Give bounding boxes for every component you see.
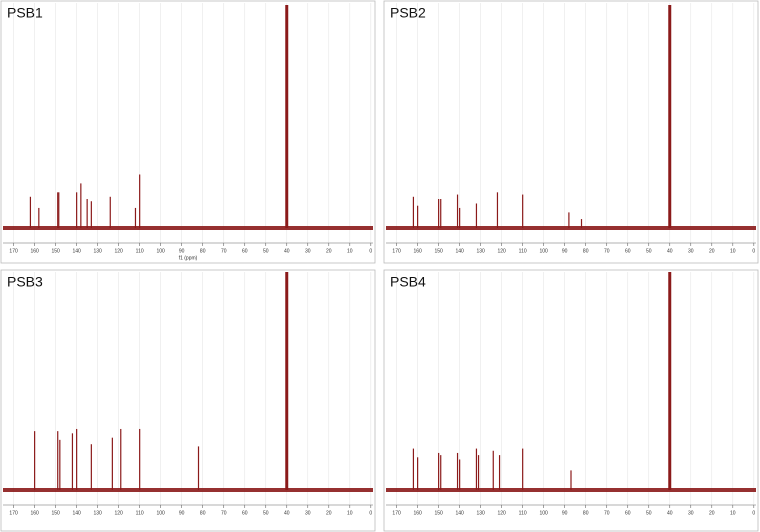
- x-tick-label: 40: [667, 248, 673, 254]
- x-tick-label: 90: [179, 248, 185, 254]
- x-tick-label: 80: [583, 248, 589, 254]
- x-tick-label: 140: [455, 248, 464, 254]
- x-tick-label: 20: [709, 510, 715, 516]
- x-tick-label: 10: [730, 248, 736, 254]
- x-tick-label: 20: [326, 248, 332, 254]
- panel-title: PSB4: [390, 274, 426, 290]
- x-tick-label: 100: [540, 510, 549, 516]
- x-tick-label: 130: [93, 510, 102, 516]
- x-tick-label: 30: [688, 248, 694, 254]
- x-tick-label: 60: [625, 248, 631, 254]
- x-tick-label: 10: [347, 248, 353, 254]
- baseline-noise: [3, 226, 373, 230]
- x-tick-label: 100: [157, 248, 166, 254]
- x-tick-label: 150: [434, 510, 443, 516]
- x-tick-label: 0: [752, 510, 755, 516]
- x-tick-label: 170: [392, 510, 401, 516]
- x-tick-label: 140: [72, 248, 81, 254]
- x-tick-label: 30: [305, 510, 311, 516]
- x-tick-label: 170: [9, 510, 18, 516]
- x-tick-label: 0: [369, 510, 372, 516]
- x-tick-label: 0: [369, 248, 372, 254]
- x-tick-label: 20: [326, 510, 332, 516]
- x-tick-label: 130: [476, 248, 485, 254]
- x-tick-label: 30: [688, 510, 694, 516]
- x-tick-label: 160: [413, 510, 422, 516]
- baseline-noise: [3, 488, 373, 492]
- x-tick-label: 40: [667, 510, 673, 516]
- x-tick-label: 120: [114, 248, 123, 254]
- x-tick-label: 40: [284, 248, 290, 254]
- panel-frame: [383, 0, 759, 264]
- panel-title: PSB2: [390, 5, 426, 21]
- x-tick-label: 60: [242, 248, 248, 254]
- x-axis-label: f1 (ppm): [179, 255, 198, 261]
- x-tick-label: 80: [200, 510, 206, 516]
- x-tick-label: 150: [51, 510, 60, 516]
- panel-frame: [0, 0, 376, 264]
- x-tick-label: 70: [221, 510, 227, 516]
- x-tick-label: 100: [540, 248, 549, 254]
- x-tick-label: 50: [646, 510, 652, 516]
- x-tick-label: 90: [562, 248, 568, 254]
- x-tick-label: 10: [730, 510, 736, 516]
- x-tick-label: 150: [51, 248, 60, 254]
- x-tick-label: 150: [434, 248, 443, 254]
- x-tick-label: 160: [30, 510, 39, 516]
- x-tick-label: 80: [200, 248, 206, 254]
- x-tick-label: 110: [519, 510, 527, 516]
- panel-title: PSB3: [7, 274, 43, 290]
- x-tick-label: 50: [263, 510, 269, 516]
- x-tick-label: 20: [709, 248, 715, 254]
- x-tick-label: 160: [413, 248, 422, 254]
- x-tick-label: 60: [242, 510, 248, 516]
- x-tick-label: 120: [497, 510, 506, 516]
- x-tick-label: 110: [136, 248, 144, 254]
- x-tick-label: 10: [347, 510, 353, 516]
- x-tick-label: 130: [476, 510, 485, 516]
- x-tick-label: 30: [305, 248, 311, 254]
- x-tick-label: 90: [179, 510, 185, 516]
- panel-title: PSB1: [7, 5, 43, 21]
- x-tick-label: 160: [30, 248, 39, 254]
- x-tick-label: 0: [752, 248, 755, 254]
- panel-frame: [383, 269, 759, 532]
- panel-frame: [0, 269, 376, 532]
- x-tick-label: 120: [114, 510, 123, 516]
- x-tick-label: 100: [157, 510, 166, 516]
- x-tick-label: 70: [221, 248, 227, 254]
- x-tick-label: 170: [392, 248, 401, 254]
- x-tick-label: 60: [625, 510, 631, 516]
- baseline-noise: [386, 226, 756, 230]
- x-tick-label: 40: [284, 510, 290, 516]
- x-tick-label: 80: [583, 510, 589, 516]
- x-tick-label: 110: [519, 248, 527, 254]
- x-tick-label: 50: [263, 248, 269, 254]
- x-tick-label: 140: [455, 510, 464, 516]
- x-tick-label: 50: [646, 248, 652, 254]
- x-tick-label: 110: [136, 510, 144, 516]
- x-tick-label: 120: [497, 248, 506, 254]
- x-tick-label: 130: [93, 248, 102, 254]
- x-tick-label: 170: [9, 248, 18, 254]
- x-tick-label: 90: [562, 510, 568, 516]
- x-tick-label: 70: [604, 248, 610, 254]
- x-tick-label: 140: [72, 510, 81, 516]
- x-tick-label: 70: [604, 510, 610, 516]
